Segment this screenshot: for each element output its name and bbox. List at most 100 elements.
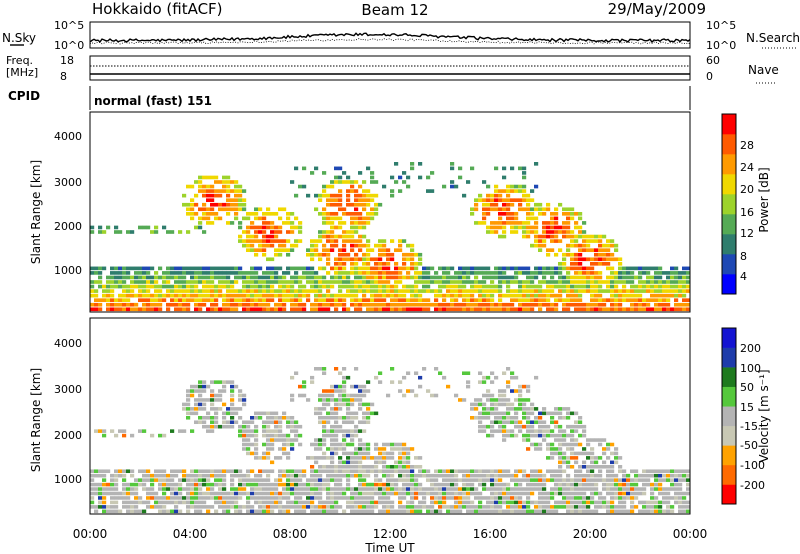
power-echo-cell <box>282 293 287 298</box>
velocity-echo-cell <box>330 451 335 456</box>
power-echo-cell <box>182 193 187 198</box>
velocity-colorbar-segment <box>722 328 736 348</box>
power-echo-cell <box>330 248 335 252</box>
power-echo-cell <box>598 293 603 298</box>
power-echo-cell <box>354 298 359 302</box>
power-echo-cell <box>222 293 227 298</box>
power-echo-cell <box>178 289 183 293</box>
power-echo-cell <box>346 189 351 193</box>
power-echo-cell <box>342 207 347 212</box>
power-echo-cell <box>470 212 475 216</box>
velocity-echo-cell <box>510 496 515 500</box>
power-echo-cell <box>290 180 295 184</box>
power-echo-cell <box>454 302 459 307</box>
velocity-echo-cell <box>502 469 507 474</box>
velocity-echo-cell <box>514 398 519 402</box>
velocity-echo-cell <box>662 509 667 514</box>
velocity-echo-cell <box>678 487 683 491</box>
power-echo-cell <box>474 289 479 293</box>
power-echo-cell <box>558 248 563 252</box>
power-echo-cell <box>194 275 199 280</box>
power-echo-cell <box>266 212 271 216</box>
velocity-echo-cell <box>198 398 203 402</box>
power-echo-cell <box>290 221 295 225</box>
velocity-echo-cell <box>318 411 323 416</box>
power-echo-cell <box>250 243 255 248</box>
power-echo-cell <box>294 280 299 284</box>
power-echo-cell <box>158 293 163 298</box>
power-echo-cell <box>518 221 523 225</box>
velocity-echo-cell <box>170 500 175 505</box>
power-echo-cell <box>122 307 127 312</box>
power-echo-cell <box>266 225 271 230</box>
power-echo-cell <box>350 271 355 275</box>
velocity-echo-cell <box>442 500 447 505</box>
velocity-echo-cell <box>394 482 399 487</box>
velocity-echo-cell <box>314 442 319 447</box>
velocity-echo-cell <box>90 496 95 500</box>
power-echo-cell <box>126 302 131 307</box>
velocity-echo-cell <box>686 500 691 505</box>
velocity-echo-cell <box>318 438 323 442</box>
power-echo-cell <box>334 280 339 284</box>
power-echo-cell <box>290 225 295 230</box>
power-echo-cell <box>538 212 543 216</box>
velocity-echo-cell <box>230 491 235 496</box>
power-echo-cell <box>254 302 259 307</box>
power-echo-cell <box>222 284 227 289</box>
power-echo-cell <box>286 284 291 289</box>
velocity-echo-cell <box>562 505 567 509</box>
velocity-echo-cell <box>358 398 363 402</box>
power-echo-cell <box>594 293 599 298</box>
velocity-echo-cell <box>198 416 203 420</box>
velocity-echo-cell <box>618 456 623 460</box>
power-echo-cell <box>510 216 515 221</box>
power-echo-cell <box>606 280 611 284</box>
power-echo-cell <box>498 212 503 216</box>
velocity-echo-cell <box>326 393 331 398</box>
velocity-echo-cell <box>490 505 495 509</box>
velocity-echo-cell <box>254 487 259 491</box>
velocity-echo-cell <box>342 447 347 451</box>
velocity-echo-cell <box>238 424 243 429</box>
power-cbar-tick: 12 <box>740 227 754 240</box>
velocity-echo-cell <box>162 433 167 438</box>
power-echo-cell <box>462 271 467 275</box>
power-echo-cell <box>346 230 351 234</box>
power-echo-cell <box>322 189 327 193</box>
velocity-echo-cell <box>658 487 663 491</box>
power-echo-cell <box>126 293 131 298</box>
velocity-echo-cell <box>622 509 627 514</box>
velocity-echo-cell <box>274 491 279 496</box>
power-echo-cell <box>566 289 571 293</box>
power-echo-cell <box>434 298 439 302</box>
power-echo-cell <box>294 307 299 312</box>
velocity-echo-cell <box>210 380 215 384</box>
power-echo-cell <box>254 230 259 234</box>
power-echo-cell <box>254 307 259 312</box>
velocity-echo-cell <box>494 509 499 514</box>
velocity-echo-cell <box>366 407 371 411</box>
velocity-echo-cell <box>530 411 535 416</box>
velocity-echo-cell <box>478 411 483 416</box>
velocity-echo-cell <box>498 487 503 491</box>
velocity-echo-cell <box>398 456 403 460</box>
velocity-echo-cell <box>342 496 347 500</box>
power-echo-cell <box>454 284 459 289</box>
velocity-echo-cell <box>414 456 419 460</box>
power-echo-cell <box>614 289 619 293</box>
power-echo-cell <box>578 262 583 266</box>
velocity-echo-cell <box>298 482 303 487</box>
velocity-echo-cell <box>318 482 323 487</box>
velocity-echo-cell <box>122 505 127 509</box>
velocity-echo-cell <box>542 420 547 425</box>
velocity-echo-cell <box>346 505 351 509</box>
power-echo-cell <box>358 202 363 207</box>
velocity-echo-cell <box>214 424 219 429</box>
power-echo-cell <box>210 266 215 271</box>
velocity-echo-cell <box>514 375 519 380</box>
velocity-echo-cell <box>170 429 175 433</box>
velocity-echo-cell <box>362 442 367 447</box>
velocity-echo-cell <box>314 491 319 496</box>
power-echo-cell <box>246 302 251 307</box>
